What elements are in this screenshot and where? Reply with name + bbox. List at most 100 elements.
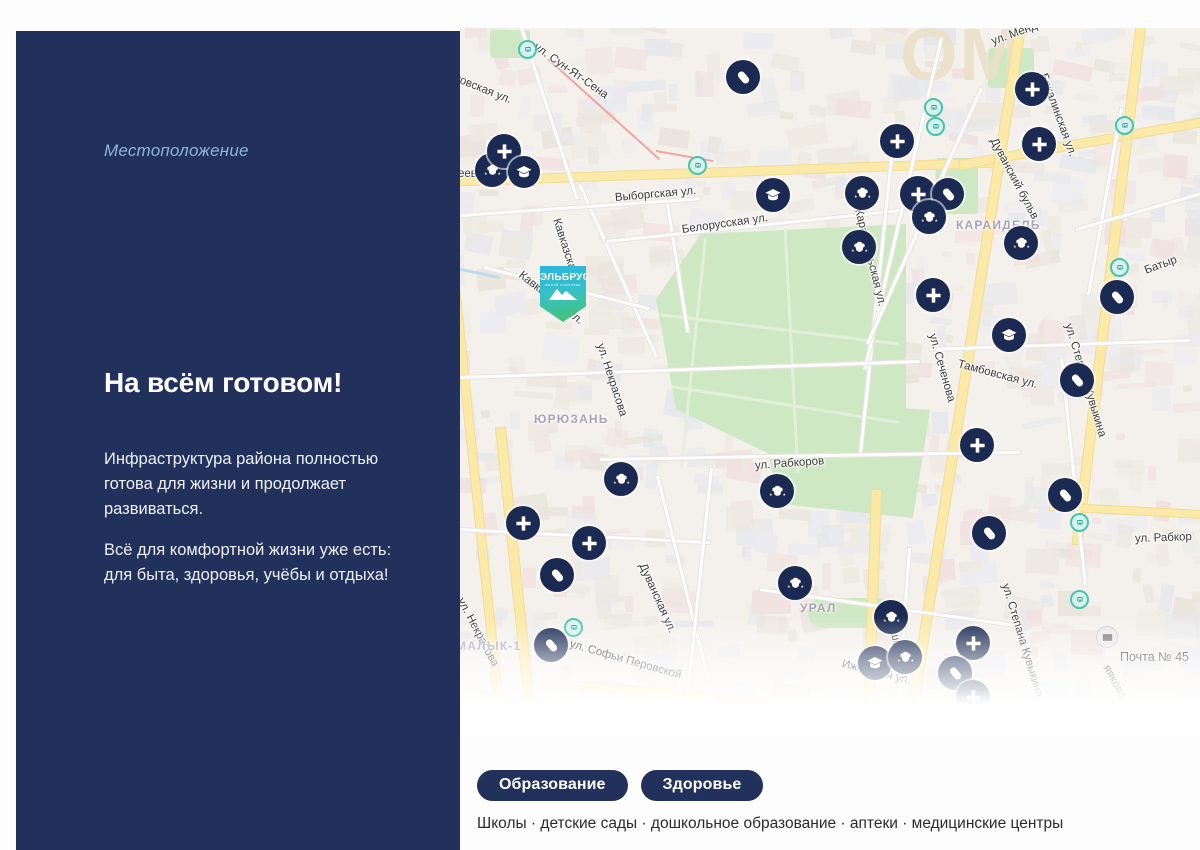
map-building bbox=[1091, 517, 1102, 524]
map-building bbox=[546, 321, 573, 330]
map-pin-kindergarten[interactable] bbox=[1004, 226, 1038, 260]
map-building bbox=[835, 98, 872, 119]
map-pin-education[interactable] bbox=[992, 318, 1026, 352]
map-building bbox=[460, 705, 469, 719]
map-pin-kindergarten[interactable] bbox=[778, 566, 812, 600]
transit-stop-icon[interactable] bbox=[1070, 590, 1089, 609]
transit-stop-icon[interactable] bbox=[1070, 513, 1089, 532]
map-building bbox=[1182, 384, 1193, 394]
map-building bbox=[550, 695, 569, 707]
map-building bbox=[509, 412, 521, 430]
map-building bbox=[621, 137, 638, 155]
infrastructure-map[interactable]: ОМ bbox=[460, 28, 1200, 736]
post-office-icon bbox=[1096, 626, 1118, 648]
map-building bbox=[1032, 726, 1051, 736]
map-building bbox=[1143, 360, 1174, 387]
map-building bbox=[1073, 92, 1098, 102]
map-building bbox=[931, 411, 949, 434]
map-building bbox=[1151, 61, 1169, 79]
map-building bbox=[828, 28, 854, 40]
map-pin-education[interactable] bbox=[858, 646, 892, 680]
map-pin-pharmacy[interactable] bbox=[540, 558, 574, 592]
transit-stop-icon[interactable] bbox=[1115, 116, 1134, 135]
map-pin-medical[interactable] bbox=[1022, 127, 1056, 161]
map-pin-education[interactable] bbox=[508, 156, 540, 188]
street-label: ул. Рабкор bbox=[1134, 531, 1193, 545]
map-building bbox=[1172, 129, 1198, 144]
map-pin-medical[interactable] bbox=[956, 680, 990, 714]
transit-stop-icon[interactable] bbox=[518, 40, 537, 59]
map-building bbox=[1075, 677, 1091, 701]
transit-stop-icon[interactable] bbox=[1110, 258, 1129, 277]
map-building bbox=[658, 126, 691, 149]
location-panel: Местоположение На всём готовом! Инфрастр… bbox=[16, 31, 460, 850]
map-pin-medical[interactable] bbox=[880, 124, 914, 158]
map-building bbox=[652, 91, 669, 110]
chip-education[interactable]: Образование bbox=[477, 770, 628, 801]
map-building bbox=[1131, 567, 1142, 583]
map-building bbox=[785, 123, 828, 151]
map-building bbox=[625, 595, 634, 612]
map-building bbox=[744, 729, 763, 736]
map-building bbox=[798, 645, 818, 662]
map-pin-kindergarten[interactable] bbox=[604, 462, 638, 496]
map-pin-kindergarten[interactable] bbox=[874, 600, 908, 634]
elbrus-brand-badge[interactable]: ЭЛЬБРУС жилой комплекс bbox=[540, 266, 586, 322]
map-building bbox=[618, 337, 646, 355]
map-pin-kindergarten[interactable] bbox=[475, 153, 509, 187]
map-building bbox=[1066, 45, 1091, 59]
map-pin-pharmacy[interactable] bbox=[1060, 363, 1094, 397]
map-pin-pharmacy[interactable] bbox=[1100, 280, 1134, 314]
map-building bbox=[1128, 471, 1142, 492]
map-pin-medical[interactable] bbox=[1015, 72, 1049, 106]
map-pin-pharmacy[interactable] bbox=[972, 516, 1006, 550]
map-building bbox=[460, 259, 465, 287]
map-building bbox=[788, 543, 820, 556]
map-building bbox=[725, 505, 751, 532]
map-pin-medical[interactable] bbox=[572, 526, 606, 560]
map-building bbox=[828, 526, 845, 549]
map-pin-education[interactable] bbox=[756, 178, 790, 212]
transit-stop-icon[interactable] bbox=[924, 98, 943, 117]
map-pin-kindergarten[interactable] bbox=[845, 176, 879, 210]
body-paragraph-2: Всё для комфортной жизни уже есть: для б… bbox=[104, 540, 392, 584]
chip-health[interactable]: Здоровье bbox=[640, 770, 764, 801]
map-building bbox=[920, 493, 938, 507]
map-canvas[interactable]: ОМ bbox=[460, 28, 1200, 736]
map-pin-pharmacy[interactable] bbox=[726, 60, 760, 94]
map-pin-kindergarten[interactable] bbox=[760, 474, 794, 508]
map-pin-kindergarten[interactable] bbox=[842, 230, 876, 264]
map-building bbox=[1110, 62, 1129, 72]
district-label: ЮРЮЗАНЬ bbox=[534, 412, 609, 426]
map-building bbox=[884, 524, 892, 544]
map-building bbox=[1050, 175, 1085, 207]
map-pin-pharmacy[interactable] bbox=[806, 710, 840, 736]
map-pin-medical[interactable] bbox=[960, 428, 994, 462]
map-building bbox=[460, 191, 477, 216]
map-watermark-text: ОМ bbox=[900, 28, 1024, 96]
map-building bbox=[536, 710, 557, 728]
section-eyebrow: Местоположение bbox=[104, 141, 249, 160]
map-building bbox=[668, 83, 677, 102]
map-pin-kindergarten[interactable] bbox=[912, 200, 946, 234]
map-pin-kindergarten[interactable] bbox=[888, 640, 922, 674]
map-building bbox=[849, 38, 877, 56]
transit-stop-icon[interactable] bbox=[564, 618, 583, 637]
map-building bbox=[716, 644, 741, 660]
transit-stop-icon[interactable] bbox=[926, 117, 945, 136]
map-building bbox=[1184, 102, 1200, 112]
map-building bbox=[1172, 401, 1200, 413]
map-pin-medical[interactable] bbox=[916, 278, 950, 312]
map-building bbox=[494, 606, 510, 622]
map-pin-medical[interactable] bbox=[956, 626, 990, 660]
brand-subtitle: жилой комплекс bbox=[545, 283, 581, 287]
map-pin-pharmacy[interactable] bbox=[1048, 478, 1082, 512]
transit-stop-icon[interactable] bbox=[688, 156, 707, 175]
map-pin-pharmacy[interactable] bbox=[534, 628, 568, 662]
map-building bbox=[1137, 156, 1167, 173]
map-pin-medical[interactable] bbox=[506, 506, 540, 540]
map-building bbox=[603, 613, 631, 632]
map-pin-pharmacy[interactable] bbox=[1050, 708, 1084, 736]
map-building bbox=[1142, 582, 1155, 603]
map-building bbox=[904, 519, 927, 545]
